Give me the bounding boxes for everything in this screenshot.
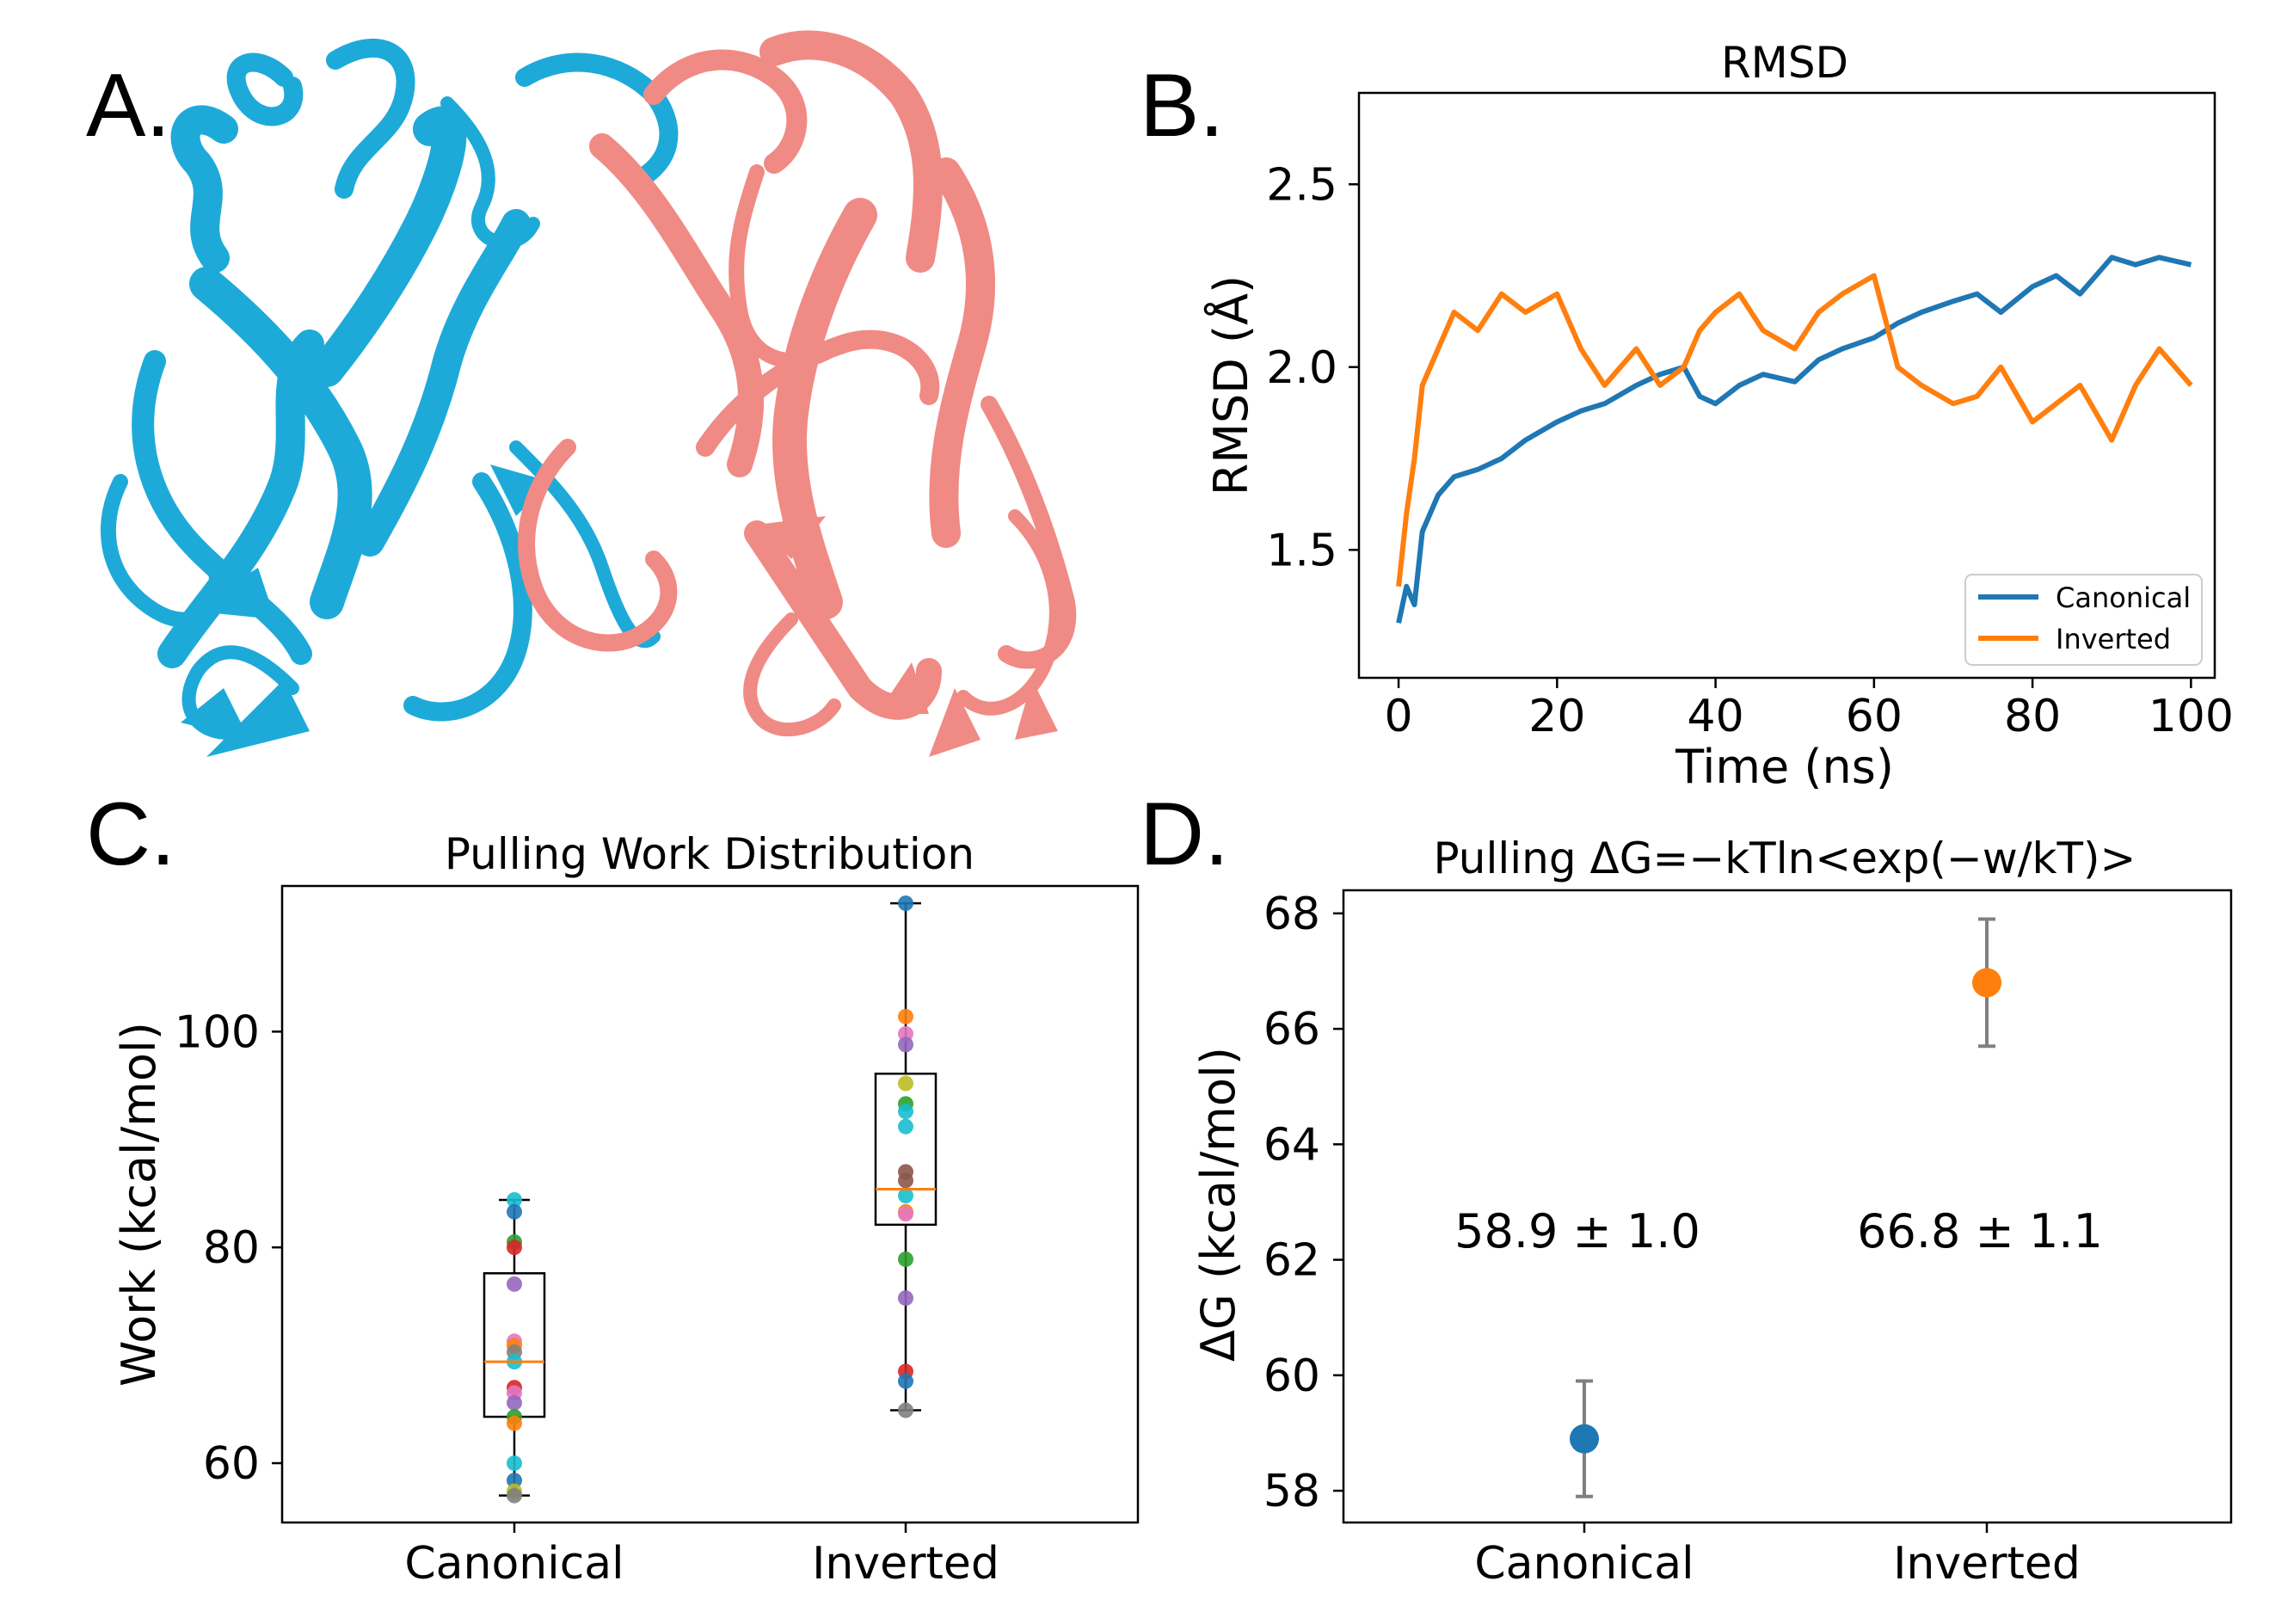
data-point xyxy=(898,1075,913,1092)
y-tick-label: 60 xyxy=(203,1438,260,1490)
data-point xyxy=(507,1415,522,1431)
series-line-canonical xyxy=(1396,255,2192,624)
x-tick-label: Inverted xyxy=(812,1538,999,1590)
y-tick-label: 1.5 xyxy=(1266,525,1337,576)
work-y-axis-label: Work (kcal/mol) xyxy=(112,1022,166,1387)
panel-b-label: B. xyxy=(1140,56,1224,156)
data-point xyxy=(898,1104,913,1120)
data-point xyxy=(898,1206,913,1222)
y-tick-label: 80 xyxy=(203,1222,260,1274)
protein-arrows-inverted xyxy=(757,516,1058,757)
panel-a-label: A. xyxy=(86,56,170,156)
point-inverted xyxy=(1972,968,2001,998)
data-point xyxy=(507,1203,522,1220)
data-point xyxy=(507,1191,522,1208)
dg-axis-ticks: 58 60 62 64 66 68 Canonical Inverted xyxy=(1263,889,2081,1590)
x-tick-label: 40 xyxy=(1687,691,1743,742)
dg-plot-frame xyxy=(1342,889,2233,1524)
data-point xyxy=(898,1008,913,1024)
y-tick-label: 2.0 xyxy=(1266,342,1337,394)
rmsd-plot-frame xyxy=(1357,91,2216,680)
protein-structure-illustration xyxy=(101,30,1077,757)
dg-points: 58.9 ± 1.0 66.8 ± 1.1 xyxy=(1454,917,2103,1498)
x-tick-label: 20 xyxy=(1528,691,1585,742)
annotation-inverted: 66.8 ± 1.1 xyxy=(1857,1204,2103,1258)
data-point xyxy=(507,1455,522,1472)
work-axis-ticks: 60 80 100 Canonical Inverted xyxy=(175,1006,999,1590)
rmsd-axis-ticks: 0 20 40 60 80 100 1.5 2.0 2.5 xyxy=(1266,159,2234,742)
data-point xyxy=(898,1373,913,1389)
y-tick-label: 2.5 xyxy=(1266,159,1337,211)
data-point xyxy=(507,1240,522,1256)
y-tick-label: 58 xyxy=(1263,1466,1320,1517)
legend-label-inverted: Inverted xyxy=(2056,623,2171,655)
data-point xyxy=(898,895,913,912)
rmsd-x-axis-label: Time (ns) xyxy=(1675,740,1894,794)
legend-label-canonical: Canonical xyxy=(2056,581,2191,614)
protein-chain-inverted xyxy=(518,30,1077,737)
x-tick-label: 60 xyxy=(1846,691,1903,742)
point-canonical xyxy=(1570,1424,1599,1454)
data-point xyxy=(898,1290,913,1307)
y-tick-label: 64 xyxy=(1263,1119,1320,1171)
rmsd-y-axis-label: RMSD (Å) xyxy=(1203,275,1258,495)
work-boxes xyxy=(483,895,938,1504)
rmsd-chart-title: RMSD xyxy=(1721,38,1848,88)
annotation-canonical: 58.9 ± 1.0 xyxy=(1454,1204,1700,1258)
data-point xyxy=(898,1402,913,1418)
rmsd-series xyxy=(1396,255,2193,624)
work-plot-frame xyxy=(280,884,1140,1524)
dg-chart-title: Pulling ΔG=−kTln<exp(−w/kT)> xyxy=(1434,834,2136,883)
y-tick-label: 68 xyxy=(1263,889,1320,940)
data-point xyxy=(507,1276,522,1292)
series-line-inverted xyxy=(1396,273,2193,587)
x-tick-label: 100 xyxy=(2149,691,2234,742)
x-tick-label: 80 xyxy=(2004,691,2061,742)
data-point xyxy=(898,1037,913,1053)
dg-y-axis-label: ΔG (kcal/mol) xyxy=(1191,1047,1245,1362)
data-point xyxy=(898,1187,913,1203)
work-chart-title: Pulling Work Distribution xyxy=(445,829,974,879)
data-point xyxy=(898,1118,913,1135)
data-point xyxy=(898,1025,913,1042)
data-point xyxy=(507,1394,522,1411)
x-tick-label: 0 xyxy=(1385,691,1413,742)
rmsd-legend: Canonical Inverted xyxy=(1964,574,2203,666)
data-point xyxy=(507,1473,522,1489)
x-tick-label: Canonical xyxy=(404,1538,624,1590)
y-tick-label: 100 xyxy=(175,1006,260,1058)
x-tick-label: Inverted xyxy=(1893,1538,2081,1590)
panel-d-label: D. xyxy=(1140,784,1229,884)
y-tick-label: 60 xyxy=(1263,1350,1320,1402)
panel-c-label: C. xyxy=(86,784,175,884)
data-point xyxy=(898,1251,913,1267)
y-tick-label: 66 xyxy=(1263,1004,1320,1055)
data-point xyxy=(898,1172,913,1189)
data-point xyxy=(507,1487,522,1504)
x-tick-label: Canonical xyxy=(1474,1538,1694,1590)
box-inverted xyxy=(874,1072,938,1227)
y-tick-label: 62 xyxy=(1263,1235,1320,1287)
